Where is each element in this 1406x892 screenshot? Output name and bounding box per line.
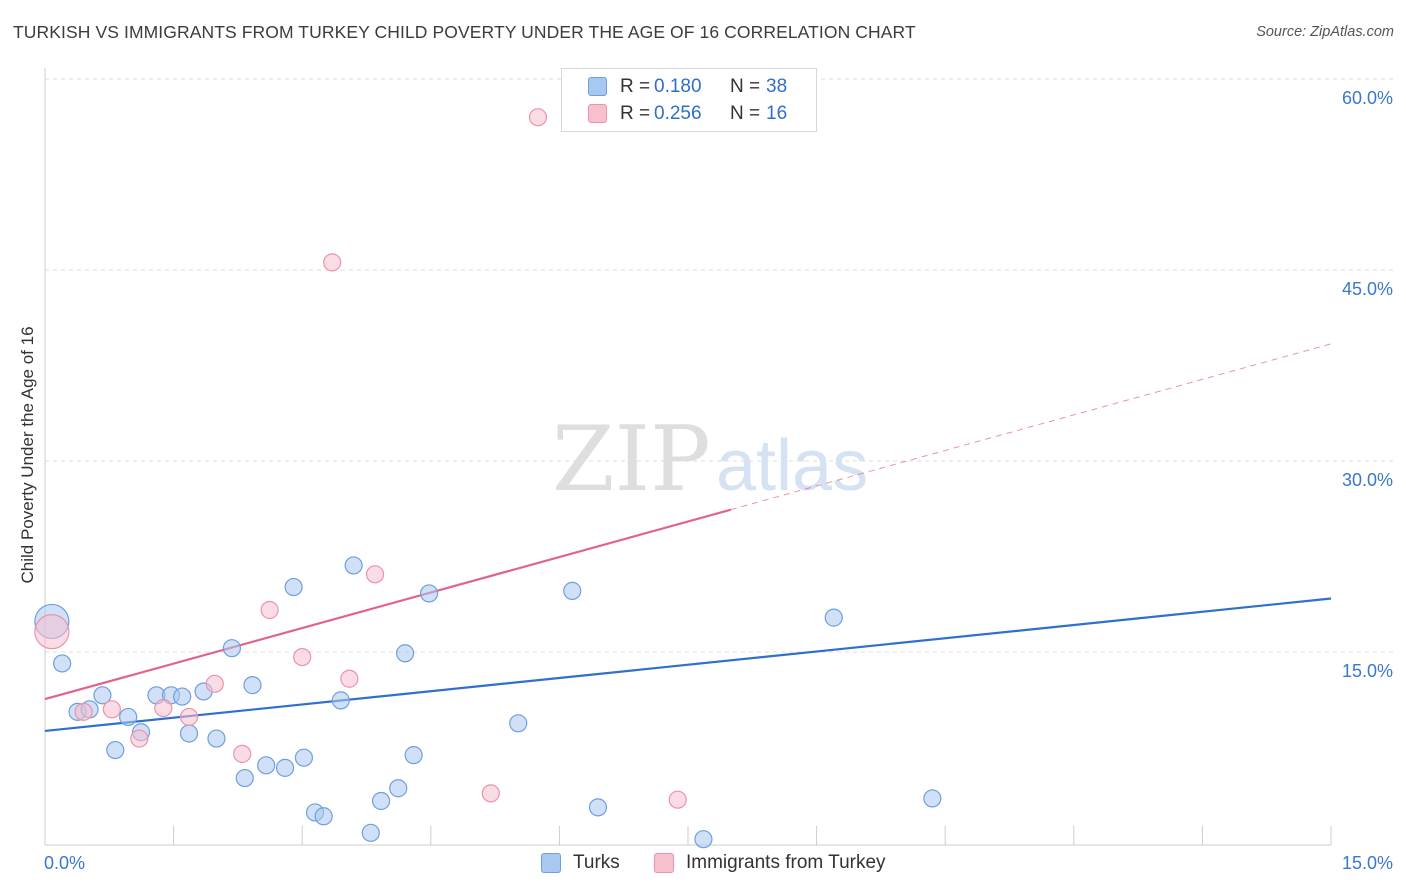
legend-n-label: N = — [730, 103, 761, 124]
data-point-immigrants — [323, 253, 342, 272]
bottom-legend-swatch-turks — [541, 853, 561, 873]
data-point-immigrants — [365, 565, 385, 584]
data-point-immigrants — [34, 614, 70, 650]
data-point-immigrants — [102, 700, 121, 719]
legend-swatch-immigrants — [588, 104, 607, 123]
data-point-turks — [331, 691, 350, 710]
bottom-legend-label-turks: Turks — [573, 852, 620, 873]
data-point-turks — [419, 584, 439, 603]
data-point-turks — [257, 756, 276, 775]
data-point-turks — [824, 608, 843, 627]
data-point-turks — [284, 577, 303, 597]
data-point-turks — [243, 676, 262, 695]
data-point-turks — [275, 758, 295, 777]
data-point-turks — [344, 556, 363, 575]
tick-labels: 15.0% 30.0% 45.0% 60.0% 0.0% 15.0% — [44, 88, 1393, 873]
data-point-turks — [179, 724, 199, 743]
watermark: ZIP atlas — [552, 407, 868, 512]
data-point-turks — [294, 748, 314, 767]
y-axis-label: Child Poverty Under the Age of 16 — [18, 326, 37, 583]
x-tick-label: 0.0% — [44, 853, 85, 873]
y-tick-label: 15.0% — [1342, 661, 1393, 681]
watermark-atlas: atlas — [716, 426, 868, 506]
axes — [44, 68, 1332, 846]
trendline-turks — [44, 597, 1332, 733]
correlation-legend: R = 0.180 N = 38 R = 0.256 N = 16 — [561, 68, 817, 132]
data-point-turks — [361, 823, 380, 842]
trendlines — [44, 343, 1332, 733]
data-point-turks — [222, 639, 241, 658]
data-point-turks — [694, 830, 713, 849]
chart-title: TURKISH VS IMMIGRANTS FROM TURKEY CHILD … — [13, 22, 916, 42]
data-point-turks — [235, 768, 254, 788]
data-point-turks — [106, 740, 125, 760]
y-tick-label: 45.0% — [1342, 279, 1393, 299]
data-point-immigrants — [233, 744, 252, 763]
legend-n-label: N = — [730, 76, 761, 97]
source-label: Source: ZipAtlas.com — [1256, 24, 1394, 40]
data-point-immigrants — [205, 674, 224, 693]
legend-r-value: 0.256 — [654, 103, 702, 124]
trendline-immigrants — [44, 508, 732, 701]
data-point-turks — [563, 581, 582, 600]
data-points — [34, 108, 942, 849]
data-point-turks — [588, 798, 608, 817]
data-point-turks — [404, 746, 423, 765]
y-tick-label: 60.0% — [1342, 88, 1393, 108]
data-point-turks — [314, 807, 333, 826]
data-point-immigrants — [179, 707, 199, 727]
bottom-legend-swatch-immigrants — [654, 853, 674, 873]
data-point-immigrants — [668, 790, 687, 809]
data-point-turks — [93, 686, 112, 705]
legend-swatch-turks — [588, 77, 607, 96]
data-point-immigrants — [130, 729, 149, 748]
data-point-turks — [389, 779, 408, 798]
data-point-immigrants — [528, 108, 548, 127]
data-point-turks — [173, 687, 192, 706]
data-point-turks — [395, 644, 415, 663]
data-point-immigrants — [481, 784, 500, 803]
legend-r-label: R = — [620, 76, 651, 97]
data-point-turks — [53, 654, 72, 673]
bottom-legend-label-immigrants: Immigrants from Turkey — [686, 852, 886, 873]
data-point-turks — [207, 729, 226, 748]
data-point-immigrants — [260, 600, 279, 620]
data-point-immigrants — [74, 702, 93, 721]
data-point-immigrants — [293, 647, 312, 667]
data-point-immigrants — [340, 669, 359, 688]
data-point-immigrants — [154, 698, 173, 718]
gridlines — [45, 78, 1393, 653]
data-point-turks — [371, 791, 391, 811]
data-point-turks — [923, 789, 942, 808]
trendline-immigrants-extension — [730, 343, 1332, 511]
legend-r-value: 0.180 — [654, 76, 702, 97]
data-point-turks — [119, 707, 138, 727]
legend-n-value: 38 — [766, 76, 788, 97]
x-tick-label: 15.0% — [1342, 853, 1393, 873]
watermark-zip: ZIP — [552, 407, 711, 512]
y-tick-label: 30.0% — [1342, 470, 1393, 490]
legend-n-value: 16 — [766, 103, 788, 124]
legend-r-label: R = — [620, 103, 651, 124]
data-point-turks — [509, 714, 528, 733]
